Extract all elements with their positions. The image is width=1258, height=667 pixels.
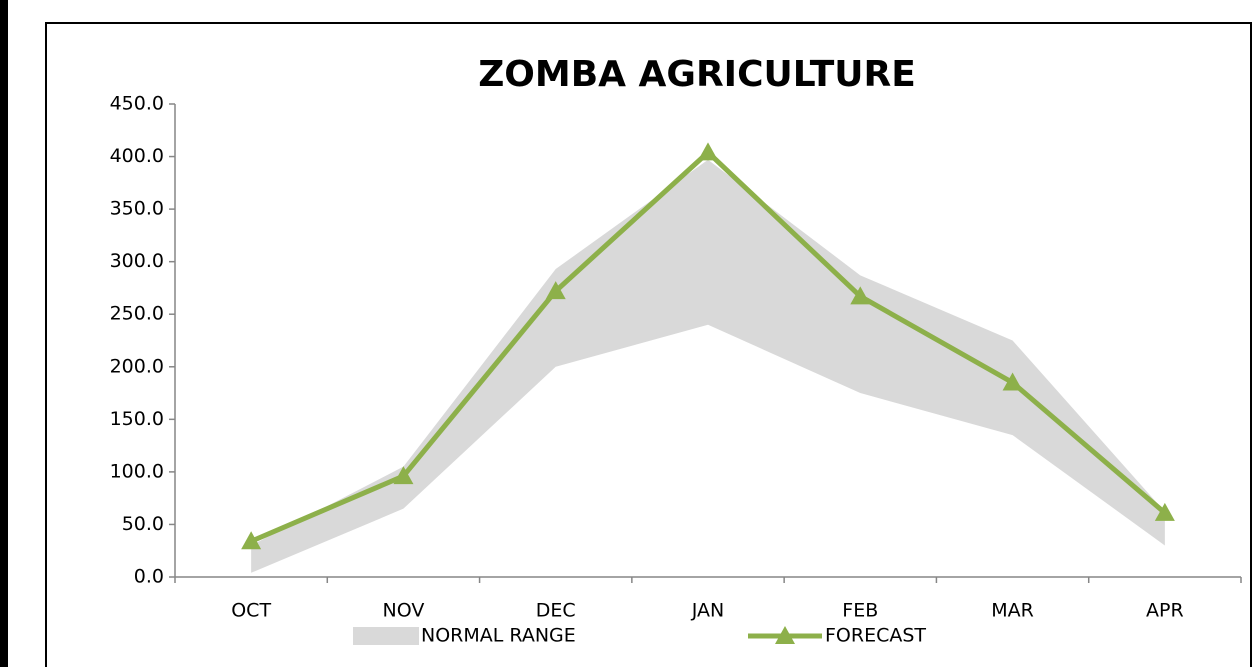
y-tick-label: 300.0	[110, 250, 164, 272]
x-tick-label: JAN	[691, 600, 724, 622]
legend-swatch	[353, 627, 419, 645]
legend-label: NORMAL RANGE	[421, 625, 576, 647]
x-tick-label: APR	[1146, 600, 1184, 622]
y-tick-label: 400.0	[110, 145, 164, 167]
x-tick-label: MAR	[991, 600, 1034, 622]
forecast-marker	[698, 142, 718, 161]
y-tick-label: 450.0	[110, 93, 164, 115]
legend-swatch-marker	[775, 626, 795, 644]
forecast-marker	[1002, 372, 1023, 391]
x-tick-label: FEB	[842, 600, 878, 622]
chart-frame	[45, 22, 1252, 667]
y-tick-label: 350.0	[110, 198, 164, 220]
chart-title: ZOMBA AGRICULTURE	[478, 54, 916, 95]
x-tick-label: NOV	[383, 600, 425, 622]
x-tick-label: DEC	[536, 600, 576, 622]
y-tick-label: 250.0	[110, 303, 164, 325]
x-tick-label: OCT	[231, 600, 271, 622]
forecast-marker	[1154, 502, 1175, 521]
left-edge	[0, 0, 8, 667]
y-tick-label: 200.0	[110, 355, 164, 377]
forecast-marker	[545, 281, 566, 300]
legend-label: FORECAST	[825, 625, 926, 647]
y-tick-label: 150.0	[110, 408, 164, 430]
y-tick-label: 0.0	[134, 566, 164, 588]
forecast-marker	[241, 531, 262, 550]
normal-range-area	[251, 159, 1165, 573]
y-tick-label: 50.0	[122, 513, 164, 535]
forecast-marker	[850, 286, 871, 305]
forecast-marker	[393, 466, 414, 485]
y-tick-label: 100.0	[110, 460, 164, 482]
